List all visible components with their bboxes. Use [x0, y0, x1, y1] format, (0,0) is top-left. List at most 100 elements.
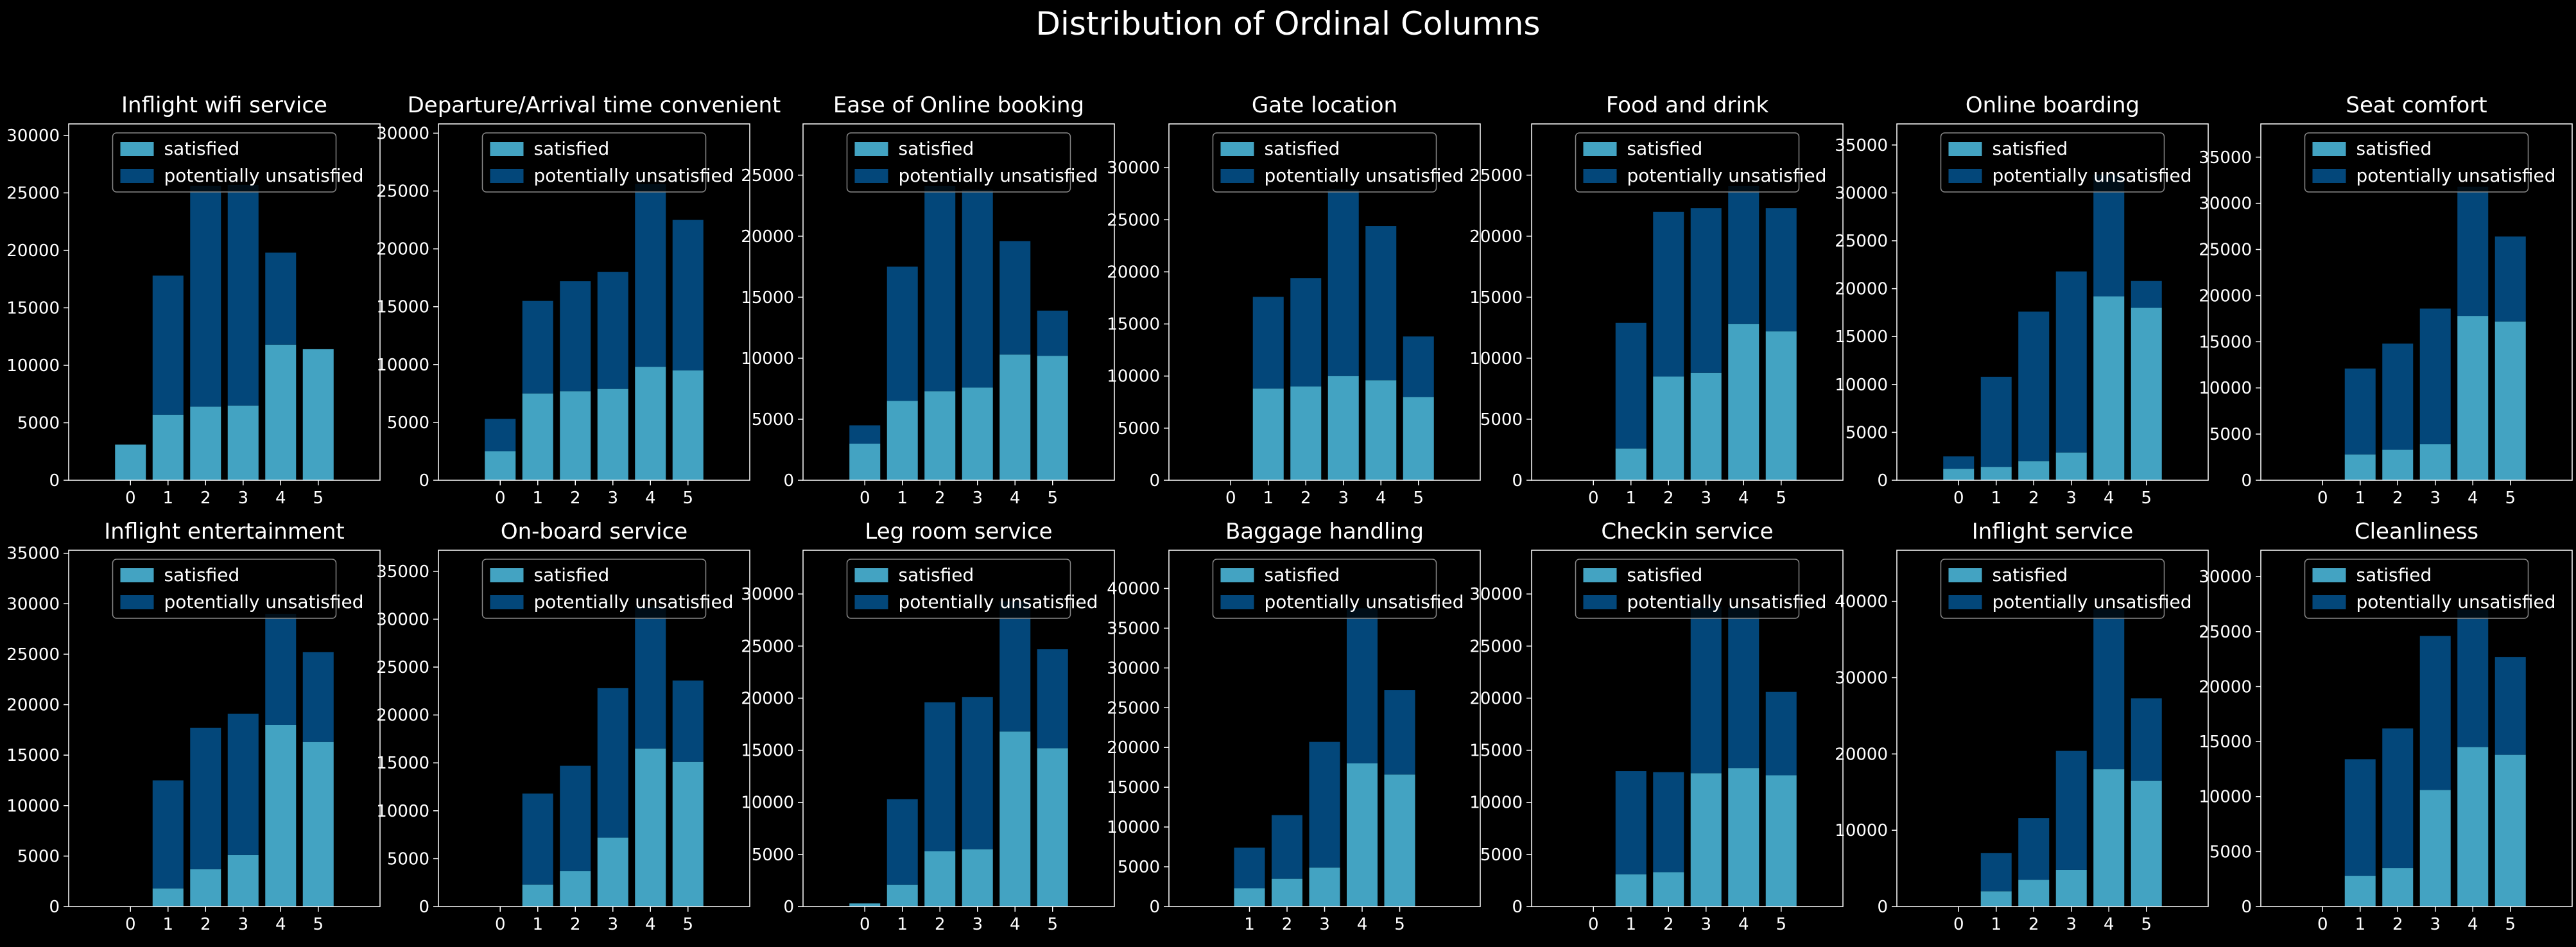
x-tick-label: 4 [2104, 915, 2114, 934]
legend: satisfied potentially unsatisfied [1212, 559, 1464, 619]
x-tick-label: 2 [200, 489, 211, 508]
legend-swatch-satisfied [2312, 142, 2346, 156]
y-tick-label: 20000 [2199, 286, 2252, 306]
bar-satisfied [1653, 376, 1684, 480]
bar-satisfied [999, 731, 1031, 907]
x-tick-label: 1 [897, 489, 908, 508]
legend: satisfied potentially unsatisfied [481, 132, 734, 193]
subplot-title: On-board service [501, 519, 687, 544]
bar-satisfied [635, 367, 666, 480]
bar-satisfied [522, 884, 553, 907]
legend-swatch-satisfied [490, 568, 524, 582]
y-tick-label: 10000 [1469, 349, 1523, 369]
y-tick-label: 10000 [1107, 367, 1160, 387]
x-tick-label: 1 [897, 915, 908, 934]
bar-unsatisfied [560, 765, 591, 871]
y-tick-label: 15000 [6, 746, 60, 765]
bar-satisfied [1234, 888, 1265, 907]
y-tick-label: 25000 [376, 658, 429, 677]
bar-unsatisfied [152, 275, 184, 415]
bar-unsatisfied [1615, 322, 1647, 449]
bar-satisfied [672, 370, 704, 480]
x-tick-label: 5 [2141, 915, 2152, 934]
y-tick-label: 10000 [376, 802, 429, 821]
y-tick-label: 35000 [1107, 619, 1160, 638]
y-tick-label: 30000 [1107, 659, 1160, 678]
legend-box [1575, 132, 1800, 193]
x-tick-label: 5 [682, 915, 693, 934]
x-tick-label: 5 [2141, 489, 2152, 508]
subplot-11: Baggage handling 1 2 3 4 5 0 5000 10000 15000 2000… [1107, 519, 1481, 934]
x-tick-label: 2 [1282, 915, 1293, 934]
legend: satisfied potentially unsatisfied [1575, 559, 1827, 619]
bar-satisfied [1327, 376, 1359, 480]
bar-satisfied [1980, 891, 2012, 907]
bar-unsatisfied [1980, 853, 2012, 892]
bar-satisfied [302, 742, 334, 907]
subplot-title: Inflight wifi service [121, 92, 327, 118]
legend-label-unsatisfied: potentially unsatisfied [164, 591, 364, 613]
y-tick-label: 30000 [1107, 159, 1160, 178]
x-tick-label: 2 [200, 915, 211, 934]
legend-label-unsatisfied: potentially unsatisfied [1265, 591, 1464, 613]
x-tick-label: 0 [495, 915, 506, 934]
y-tick-label: 0 [1877, 898, 1888, 917]
bar-satisfied [115, 444, 146, 480]
x-tick-label: 5 [1776, 489, 1786, 508]
x-tick-label: 0 [1588, 489, 1599, 508]
legend: satisfied potentially unsatisfied [2304, 559, 2556, 619]
axes-frame [802, 550, 1115, 907]
legend-label-satisfied: satisfied [2356, 138, 2432, 159]
y-tick-label: 20000 [2199, 677, 2252, 697]
subplot-10: Leg room service 0 1 2 3 4 5 0 5000 10000 15000 200… [741, 519, 1115, 934]
x-tick-label: 2 [2028, 915, 2039, 934]
bar-unsatisfied [1690, 208, 1722, 373]
y-tick-label: 25000 [6, 645, 60, 665]
y-tick-label: 10000 [6, 797, 60, 816]
bar-unsatisfied [1943, 456, 1975, 469]
y-tick-label: 15000 [376, 298, 429, 317]
bar-satisfied [1690, 372, 1722, 480]
y-tick-label: 20000 [376, 240, 429, 259]
y-tick-label: 0 [419, 471, 429, 491]
subplot-title: Checkin service [1601, 519, 1773, 544]
x-tick-label: 5 [682, 489, 693, 508]
bar-satisfied [265, 724, 297, 907]
bar-unsatisfied [597, 272, 628, 389]
legend-label-satisfied: satisfied [534, 564, 610, 586]
legend-swatch-satisfied [2312, 568, 2346, 582]
x-tick-label: 5 [313, 915, 324, 934]
bar-satisfied [2382, 449, 2414, 480]
bar-satisfied [1403, 397, 1434, 480]
bar-unsatisfied [886, 799, 918, 885]
legend-label-unsatisfied: potentially unsatisfied [1265, 165, 1464, 186]
y-tick-label: 0 [1512, 471, 1523, 491]
y-tick-label: 5000 [752, 846, 794, 865]
bar-satisfied [560, 391, 591, 480]
bar-satisfied [1347, 763, 1378, 907]
axes-frame [1168, 550, 1481, 907]
bar-satisfied [2018, 461, 2050, 480]
x-tick-label: 5 [1047, 915, 1058, 934]
y-tick-label: 10000 [741, 349, 794, 369]
x-tick-label: 1 [1991, 915, 2001, 934]
bar-satisfied [849, 903, 881, 907]
x-tick-label: 5 [1047, 489, 1058, 508]
y-tick-label: 30000 [376, 124, 429, 143]
legend-label-satisfied: satisfied [1265, 564, 1340, 586]
bar-unsatisfied [1037, 649, 1068, 749]
bar-satisfied [522, 393, 553, 480]
y-tick-label: 25000 [1469, 166, 1523, 186]
y-tick-label: 25000 [2199, 623, 2252, 642]
bar-unsatisfied [1728, 607, 1759, 769]
y-tick-label: 5000 [1846, 423, 1888, 442]
y-tick-label: 0 [1149, 471, 1160, 491]
bar-satisfied [1252, 388, 1284, 480]
subplot-title: Leg room service [865, 519, 1052, 544]
bar-unsatisfied [2018, 818, 2050, 880]
bar-satisfied [2457, 747, 2489, 907]
bar-unsatisfied [597, 688, 628, 838]
bar-unsatisfied [924, 702, 956, 851]
legend: satisfied potentially unsatisfied [846, 559, 1098, 619]
x-tick-label: 2 [1663, 489, 1674, 508]
